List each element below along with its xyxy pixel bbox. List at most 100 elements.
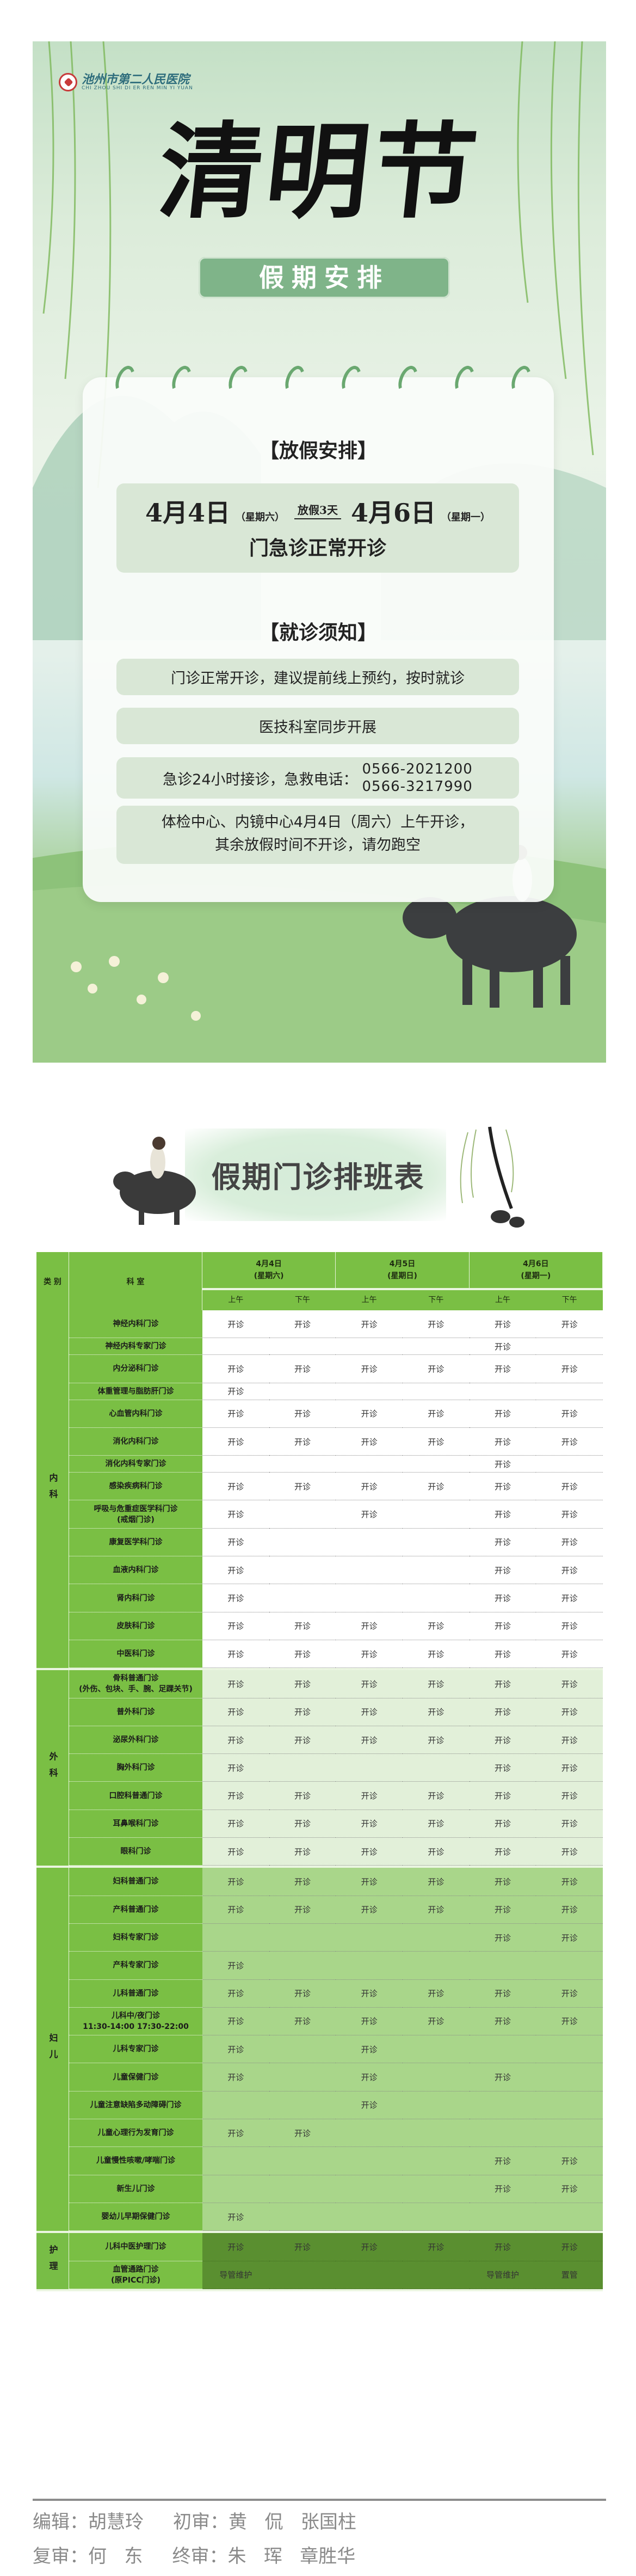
schedule-cell: [403, 2147, 470, 2175]
schedule-cell: 开诊: [403, 1868, 470, 1896]
department-name: 儿童慢性咳嗽/哮喘门诊: [69, 2147, 202, 2175]
schedule-cell: 开诊: [336, 1838, 403, 1866]
schedule-cell: 开诊: [469, 2233, 536, 2261]
schedule-cell: [336, 1456, 403, 1473]
table-row: 血液内科门诊 开诊 开诊 开诊: [69, 1556, 603, 1585]
schedule-cell: 开诊: [469, 1612, 536, 1640]
schedule-cell: 开诊: [202, 1726, 269, 1755]
schedule-cell: [403, 2063, 470, 2092]
willow-tree-illustration: [460, 1126, 524, 1228]
schedule-cell: [403, 1754, 470, 1782]
schedule-cell: 开诊: [269, 1640, 336, 1669]
schedule-cell: 开诊: [202, 2233, 269, 2261]
schedule-cell: 开诊: [469, 1427, 536, 1456]
schedule-cell: 开诊: [536, 1473, 603, 1501]
category-label: 护理: [36, 2233, 69, 2289]
department-name: 口腔科普通门诊: [69, 1782, 202, 1810]
outpatient-status: 门急诊正常开诊: [249, 537, 386, 560]
schedule-cell: [336, 1383, 403, 1400]
schedule-cell: 开诊: [202, 1782, 269, 1810]
schedule-cell: 置管: [536, 2261, 603, 2289]
notice-item: 医技科室同步开展: [116, 708, 519, 744]
schedule-cell: [336, 2147, 403, 2175]
schedule-cell: 开诊: [202, 1584, 269, 1612]
schedule-cell: 开诊: [336, 1612, 403, 1640]
table-row: 口腔科普通门诊 开诊 开诊 开诊 开诊 开诊 开诊: [69, 1782, 603, 1810]
end-date: 4月6日: [350, 498, 436, 528]
table-row: 儿科中/夜门诊 11:30-14:00 17:30-22:00 开诊 开诊 开诊 开诊开…: [69, 2007, 603, 2036]
schedule-cell: 开诊: [403, 1896, 470, 1924]
schedule-cell: 开诊: [269, 2119, 336, 2148]
schedule-cell: [403, 2035, 470, 2064]
table-row: 消化内科专家门诊 开诊: [69, 1456, 603, 1473]
department-name: 呼吸与危重症医学科门诊 (戒烟门诊): [69, 1500, 202, 1529]
schedule-cell: [403, 1952, 470, 1980]
schedule-cell: [469, 2119, 536, 2148]
schedule-cell: 开诊: [202, 1427, 269, 1456]
department-name: 儿科中医护理门诊: [69, 2233, 202, 2261]
schedule-cell: 开诊: [336, 1896, 403, 1924]
table-row: 中医科门诊 开诊 开诊 开诊 开诊 开诊 开诊: [69, 1640, 603, 1669]
schedule-cell: 开诊: [336, 1355, 403, 1383]
table-row: 血管通路门诊 (原PICC门诊) 导管维护 导管维护 置管: [69, 2261, 603, 2289]
header-day: 4月4日 (星期六): [202, 1252, 336, 1288]
schedule-cell: [536, 1456, 603, 1473]
notice-text: 其余放假时间不开诊，请勿跑空: [215, 837, 421, 854]
schedule-cell: [403, 1584, 470, 1612]
notice-item: 体检中心、内镜中心4月4日（周六）上午开诊， 其余放假时间不开诊，请勿跑空: [116, 806, 519, 864]
schedule-cell: 开诊: [269, 1400, 336, 1428]
department-name: 妇科普通门诊: [69, 1868, 202, 1896]
schedule-cell: 开诊: [469, 1923, 536, 1952]
schedule-cell: 开诊: [202, 1952, 269, 1980]
schedule-cell: 开诊: [536, 1868, 603, 1896]
schedule-cell: 开诊: [469, 1400, 536, 1428]
schedule-cell: [403, 2203, 470, 2231]
schedule-cell: [536, 2119, 603, 2148]
notice-item: 门诊正常开诊，建议提前线上预约，按时就诊: [116, 659, 519, 695]
start-weekday: （星期六）: [236, 512, 285, 523]
schedule-cell: 开诊: [202, 2203, 269, 2231]
schedule-cell: 开诊: [403, 1698, 470, 1726]
schedule-cell: 开诊: [469, 1584, 536, 1612]
notice-text: 医技科室同步开展: [259, 719, 376, 736]
schedule-cell: [536, 1952, 603, 1980]
department-name: 消化内科专家门诊: [69, 1456, 202, 1473]
schedule-cell: 开诊: [336, 1400, 403, 1428]
schedule-cell: [469, 2203, 536, 2231]
footer-divider: [33, 2499, 606, 2501]
header-day: 4月6日 (星期一): [470, 1252, 603, 1288]
schedule-cell: 开诊: [202, 1400, 269, 1428]
schedule-cell: [536, 1383, 603, 1400]
schedule-cell: 开诊: [202, 1868, 269, 1896]
schedule-cell: 开诊: [269, 2007, 336, 2036]
schedule-cell: 开诊: [336, 2063, 403, 2092]
schedule-cell: 开诊: [336, 1868, 403, 1896]
schedule-cell: [469, 1952, 536, 1980]
schedule-cell: 开诊: [202, 1838, 269, 1866]
schedule-cell: [336, 1338, 403, 1356]
schedule-cell: [269, 1383, 336, 1400]
schedule-cell: 开诊: [536, 1754, 603, 1782]
schedule-cell: 导管维护: [202, 2261, 269, 2289]
schedule-cell: 开诊: [202, 1754, 269, 1782]
schedule-cell: [336, 1584, 403, 1612]
schedule-cell: [336, 2119, 403, 2148]
schedule-cell: 开诊: [469, 1698, 536, 1726]
schedule-cell: [403, 1383, 470, 1400]
schedule-cell: 开诊: [536, 1838, 603, 1866]
schedule-cell: 开诊: [202, 2063, 269, 2092]
schedule-cell: 开诊: [336, 1979, 403, 2008]
start-date: 4月4日: [145, 498, 231, 528]
schedule-cell: [403, 1456, 470, 1473]
schedule-cell: 开诊: [202, 1698, 269, 1726]
schedule-cell: [336, 2175, 403, 2203]
schedule-cell: [536, 2063, 603, 2092]
schedule-cell: [469, 1383, 536, 1400]
schedule-cell: 开诊: [469, 1355, 536, 1383]
schedule-cell: 开诊: [536, 1400, 603, 1428]
notice-item: 急诊24小时接诊，急救电话： 0566-2021200 0566-3217990: [116, 757, 519, 799]
holiday-poster: 池州市第二人民医院 CHI ZHOU SHI DI ER REN MIN YI …: [33, 41, 606, 1063]
schedule-banner: [185, 1128, 446, 1221]
schedule-cell: [269, 1500, 336, 1529]
table-row: 心血管内科门诊 开诊 开诊 开诊 开诊 开诊 开诊: [69, 1400, 603, 1428]
